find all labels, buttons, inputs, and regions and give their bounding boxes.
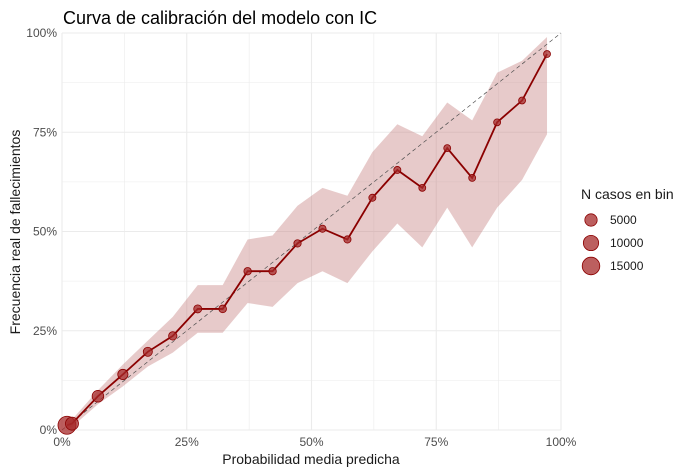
- x-tick-label: 0%: [53, 435, 71, 449]
- y-tick-labels: 0% 25% 50% 75% 100%: [26, 26, 57, 437]
- x-tick-label: 50%: [299, 435, 323, 449]
- calibration-point: [418, 183, 427, 192]
- x-tick-label: 25%: [175, 435, 199, 449]
- legend-label: 5000: [610, 213, 637, 227]
- calibration-point: [168, 331, 178, 341]
- calibration-point: [193, 304, 203, 314]
- legend-key: [584, 213, 598, 227]
- calibration-point: [543, 50, 551, 58]
- chart-title: Curva de calibración del modelo con IC: [63, 8, 377, 28]
- confidence-ribbon: [66, 36, 548, 429]
- y-tick-label: 25%: [33, 324, 57, 338]
- y-tick-label: 0%: [40, 423, 58, 437]
- calibration-point: [493, 118, 502, 127]
- grid: [61, 32, 562, 431]
- calibration-point: [318, 224, 327, 233]
- legend-label: 10000: [610, 236, 644, 250]
- x-tick-labels: 0% 25% 50% 75% 100%: [53, 435, 576, 449]
- legend-key: [582, 234, 600, 252]
- calibration-point: [243, 267, 252, 276]
- legend-key: [581, 256, 601, 276]
- calibration-point: [117, 368, 129, 380]
- calibration-points: [57, 50, 551, 435]
- y-tick-label: 100%: [26, 26, 57, 40]
- confidence-band: [66, 36, 548, 429]
- legend: N casos en bin 5000 10000 15000: [581, 186, 674, 276]
- calibration-point: [443, 144, 452, 153]
- y-tick-label: 50%: [33, 225, 57, 239]
- calibration-point: [393, 166, 402, 174]
- calibration-point: [368, 193, 377, 202]
- y-axis-title: Frecuencia real de fallecimientos: [7, 130, 23, 335]
- legend-title: N casos en bin: [581, 186, 674, 202]
- x-tick-label: 100%: [546, 435, 577, 449]
- y-tick-label: 75%: [33, 125, 57, 139]
- calibration-point: [91, 390, 105, 403]
- calibration-point: [268, 267, 277, 276]
- x-tick-label: 75%: [424, 435, 448, 449]
- calibration-point: [293, 239, 302, 248]
- diagonal-reference-line: [61, 32, 562, 431]
- calibration-point: [343, 235, 352, 244]
- legend-label: 15000: [610, 259, 644, 273]
- calibration-point: [468, 174, 477, 182]
- calibration-point: [142, 346, 153, 357]
- reference-line: [61, 32, 562, 431]
- calibration-point: [218, 304, 227, 314]
- x-axis-title: Probabilidad media predicha: [222, 451, 400, 467]
- calibration-point: [65, 416, 79, 431]
- calibration-point: [518, 96, 526, 105]
